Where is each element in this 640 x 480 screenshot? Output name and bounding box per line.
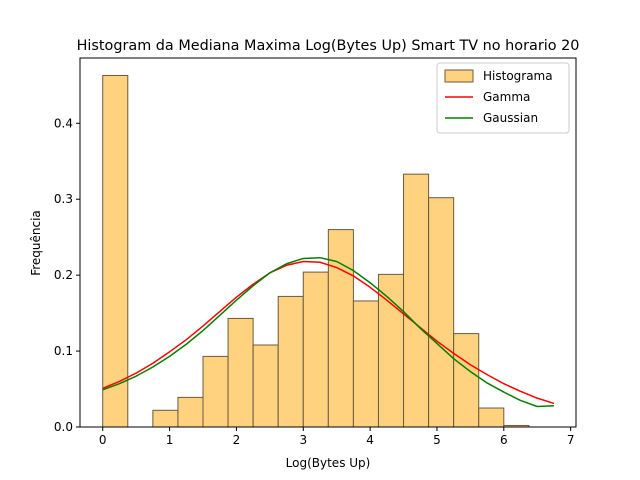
x-tick-label-2: 2: [233, 433, 241, 447]
y-tick-label-4: 0.4: [54, 116, 73, 130]
y-tick-label-3: 0.3: [54, 192, 73, 206]
x-tick-label-0: 0: [99, 433, 107, 447]
x-tick-label-4: 4: [366, 433, 374, 447]
x-tick-label-3: 3: [299, 433, 307, 447]
x-axis-label: Log(Bytes Up): [286, 456, 371, 470]
x-tick-label-6: 6: [500, 433, 508, 447]
histogram-bars: [102, 74, 530, 428]
y-tick-label-1: 0.1: [54, 344, 73, 358]
series-line-gamma: [102, 260, 555, 405]
chart-title: Histogram da Mediana Maxima Log(Bytes Up…: [77, 38, 580, 54]
y-axis-ticks: 0.0 0.1 0.2 0.3 0.4: [54, 116, 80, 434]
histogram-bar-15: [478, 407, 505, 428]
legend-label-histogram: Histograma: [483, 69, 553, 83]
fit-lines: [102, 256, 555, 408]
series-line-gaussian: [102, 256, 554, 408]
x-axis-ticks: 0 1 2 3 4 5 6 7: [99, 427, 575, 447]
x-tick-label-7: 7: [567, 433, 575, 447]
x-tick-label-5: 5: [433, 433, 441, 447]
legend-label-gamma: Gamma: [483, 90, 530, 104]
legend: Histograma Gamma Gaussian: [436, 62, 570, 134]
histogram-bar-9: [327, 229, 354, 428]
y-tick-label-2: 0.2: [54, 268, 73, 282]
legend-swatch-histogram: [444, 69, 474, 83]
histogram-bar-6: [252, 344, 279, 428]
histogram-bar-7: [277, 295, 304, 428]
plot-frame: [79, 57, 577, 428]
histogram-bar-13: [428, 197, 455, 428]
histogram-bar-12: [403, 173, 430, 428]
histogram-bar-10: [352, 300, 379, 428]
y-axis-label: Frequência: [29, 210, 43, 276]
histogram-bar-2: [152, 409, 179, 428]
histogram-bar-0: [102, 74, 129, 428]
histogram-bar-14: [453, 333, 480, 428]
histogram-bar-5: [227, 317, 254, 428]
histogram-bar-3: [177, 396, 204, 428]
y-tick-label-0: 0.0: [54, 420, 73, 434]
legend-label-gaussian: Gaussian: [483, 111, 538, 125]
x-tick-label-1: 1: [166, 433, 174, 447]
histogram-bar-8: [302, 271, 329, 428]
histogram-bar-4: [202, 355, 229, 428]
